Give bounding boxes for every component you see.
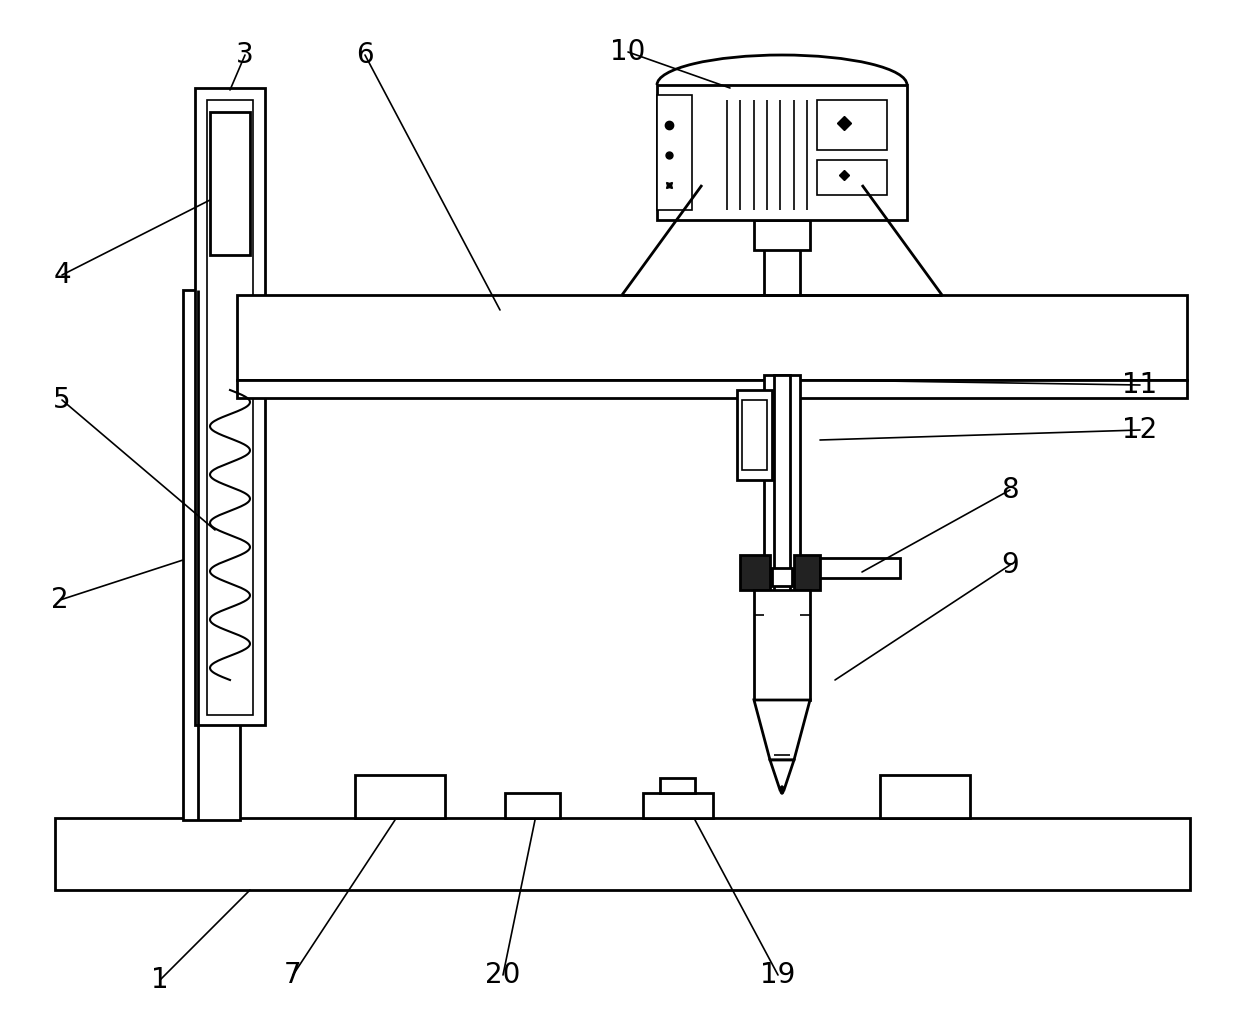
Bar	[644, 793, 713, 818]
Bar	[184, 290, 241, 820]
Bar	[237, 380, 1187, 398]
Ellipse shape	[780, 786, 784, 794]
Bar	[764, 245, 800, 295]
Text: 9: 9	[1001, 551, 1019, 579]
Text: 6: 6	[356, 41, 373, 69]
Bar	[773, 568, 792, 586]
Text: 5: 5	[53, 386, 71, 414]
Bar	[817, 100, 887, 150]
Bar	[737, 390, 773, 480]
Bar	[207, 100, 253, 715]
Bar	[660, 778, 694, 793]
Text: 20: 20	[485, 961, 521, 989]
Bar	[754, 590, 810, 700]
Text: 2: 2	[51, 586, 68, 614]
Text: 4: 4	[53, 261, 71, 289]
Bar	[820, 558, 900, 578]
Bar	[764, 375, 800, 570]
Text: 19: 19	[760, 961, 796, 989]
Bar	[237, 295, 1187, 380]
Text: 7: 7	[284, 961, 301, 989]
Polygon shape	[754, 700, 810, 760]
Polygon shape	[740, 555, 770, 590]
Text: 3: 3	[236, 41, 254, 69]
Bar	[55, 818, 1190, 890]
Text: 8: 8	[1001, 476, 1019, 504]
Text: 1: 1	[151, 966, 169, 994]
Bar	[195, 88, 265, 725]
Bar	[817, 160, 887, 195]
Polygon shape	[794, 555, 820, 590]
Bar	[742, 400, 768, 470]
Text: 10: 10	[610, 38, 646, 66]
Bar	[657, 95, 692, 210]
Bar	[774, 375, 790, 605]
Bar	[355, 775, 445, 818]
Bar	[880, 775, 970, 818]
Bar	[265, 310, 277, 350]
Text: 11: 11	[1122, 371, 1158, 399]
Bar	[754, 220, 810, 250]
Bar	[210, 112, 250, 255]
Text: 12: 12	[1122, 416, 1158, 444]
Bar	[505, 793, 560, 818]
Polygon shape	[770, 760, 794, 790]
Bar	[657, 85, 906, 220]
